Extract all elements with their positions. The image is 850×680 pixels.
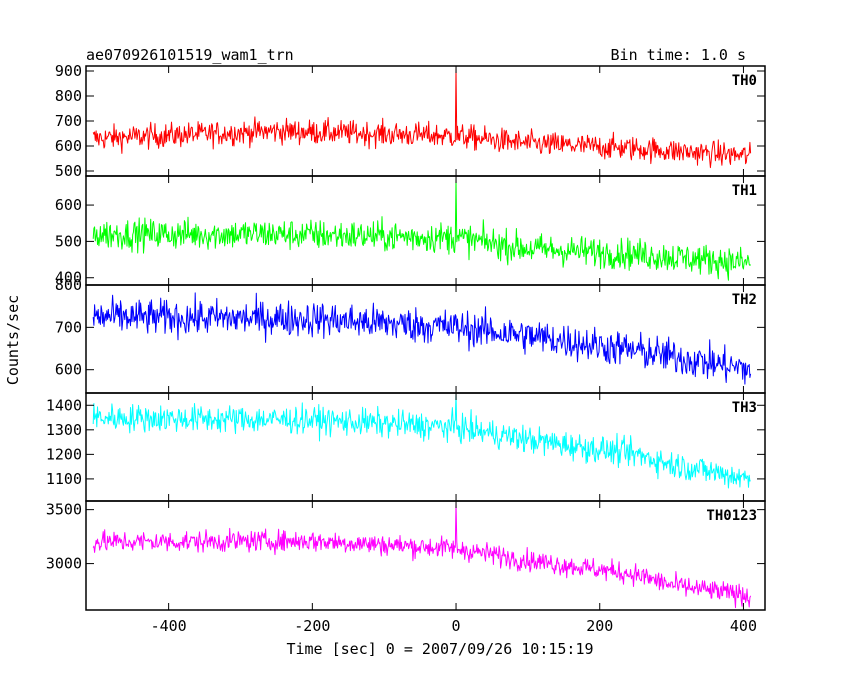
x-axis-label: Time [sec] 0 = 2007/09/26 10:15:19 — [286, 640, 593, 658]
panel-label-th3: TH3 — [732, 400, 757, 416]
y-tick-label: 600 — [55, 196, 82, 214]
x-tick-label: 400 — [730, 617, 757, 635]
y-tick-label: 1100 — [46, 470, 82, 488]
chart-title: ae070926101519_wam1_trn — [86, 46, 294, 64]
series-line-th2 — [92, 292, 752, 385]
y-tick-label: 800 — [55, 87, 82, 105]
panel-frame — [85, 284, 766, 394]
y-tick-label: 1400 — [46, 396, 82, 414]
y-tick-label: 3500 — [46, 501, 82, 519]
panel-frame — [85, 392, 766, 502]
y-tick-label: 1300 — [46, 421, 82, 439]
y-tick-label: 600 — [55, 137, 82, 155]
panel-label-th0123: TH0123 — [706, 508, 757, 524]
panel-label-th1: TH1 — [732, 183, 757, 199]
x-tick-label: -200 — [294, 617, 330, 635]
y-tick-label: 3000 — [46, 555, 82, 573]
panel-frame — [85, 65, 766, 177]
panels-group: 500 600 700 800 900 TH0 400 500 600 TH1 600 700 800 T… — [46, 62, 766, 635]
x-tick-label: 200 — [586, 617, 613, 635]
y-tick-label: 700 — [55, 112, 82, 130]
series-line-th1 — [92, 178, 751, 281]
x-tick-label: -400 — [151, 617, 187, 635]
y-tick-label: 600 — [55, 361, 82, 379]
y-tick-label: 1200 — [46, 445, 82, 463]
panel-frame — [85, 500, 766, 611]
x-tick-label: 0 — [452, 617, 461, 635]
series-line-th0 — [92, 68, 752, 169]
series-line-th3 — [92, 393, 751, 489]
y-axis-label: Counts/sec — [4, 295, 22, 385]
y-tick-label: 400 — [55, 269, 82, 287]
y-tick-label: 800 — [55, 276, 82, 294]
panel-label-th0: TH0 — [732, 73, 757, 89]
y-tick-label: 700 — [55, 318, 82, 336]
y-tick-label: 900 — [55, 62, 82, 80]
y-tick-label: 500 — [55, 232, 82, 250]
series-line-th0123 — [92, 502, 752, 609]
bin-time-label: Bin time: 1.0 s — [611, 46, 746, 64]
y-tick-label: 500 — [55, 162, 82, 180]
panel-label-th2: TH2 — [732, 292, 757, 308]
